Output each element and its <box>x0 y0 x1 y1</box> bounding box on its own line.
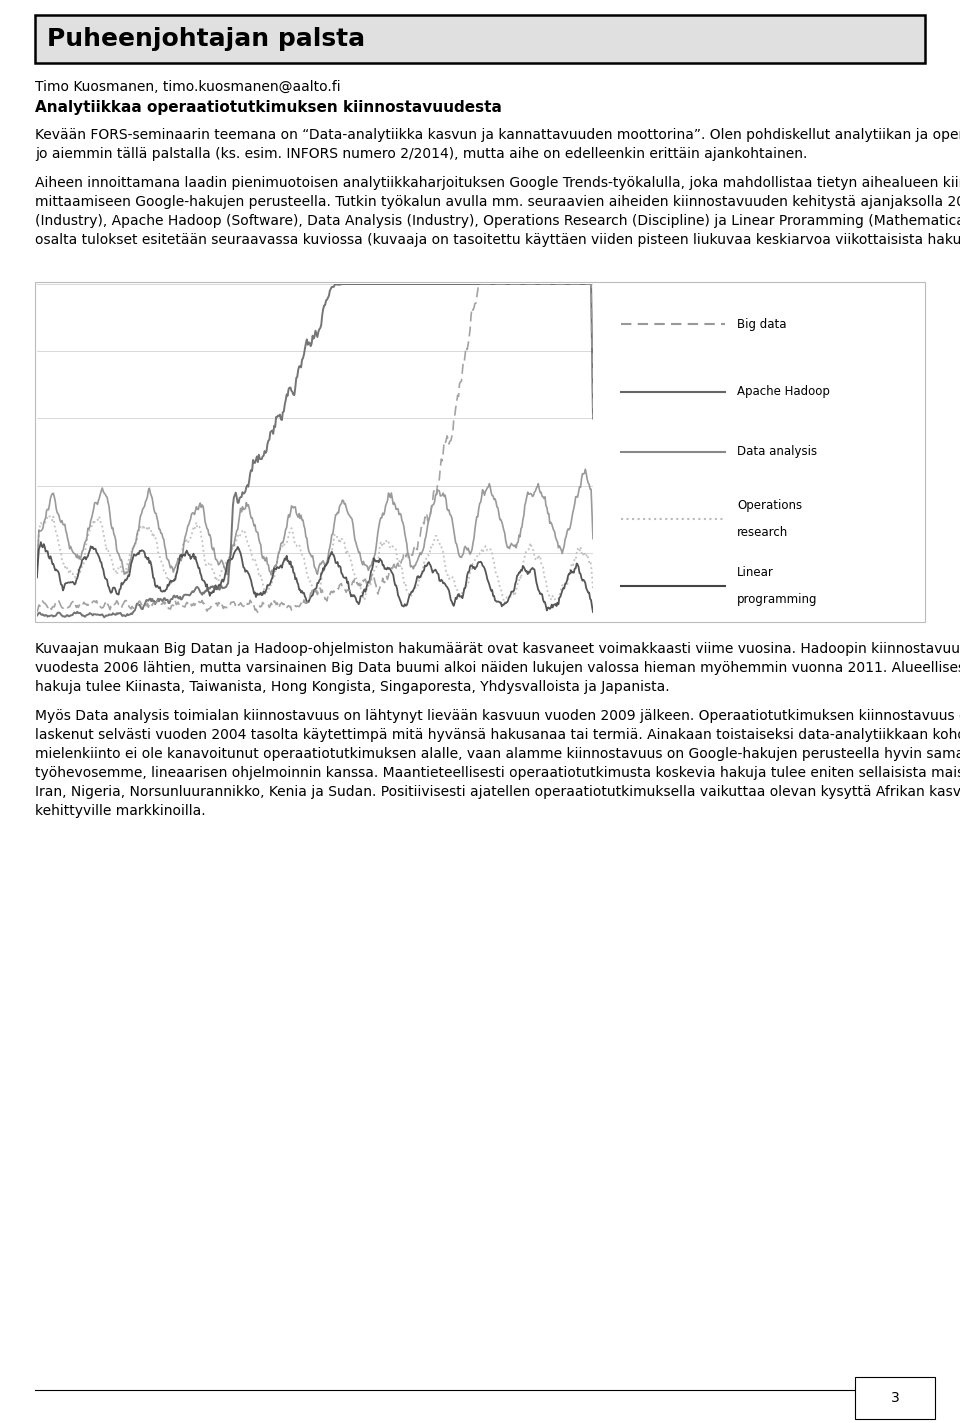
Text: Puheenjohtajan palsta: Puheenjohtajan palsta <box>47 27 365 51</box>
Text: (Industry), Apache Hadoop (Software), Data Analysis (Industry), Operations Resea: (Industry), Apache Hadoop (Software), Da… <box>35 213 960 228</box>
Text: programming: programming <box>737 593 818 606</box>
FancyBboxPatch shape <box>35 16 925 63</box>
Text: kehittyville markkinoilla.: kehittyville markkinoilla. <box>35 804 205 818</box>
Text: Kevään FORS-seminaarin teemana on “Data-analytiikka kasvun ja kannattavuuden moo: Kevään FORS-seminaarin teemana on “Data-… <box>35 128 960 142</box>
Text: Analytiikkaa operaatiotutkimuksen kiinnostavuudesta: Analytiikkaa operaatiotutkimuksen kiinno… <box>35 100 502 115</box>
FancyBboxPatch shape <box>855 1377 935 1419</box>
Text: osalta tulokset esitetään seuraavassa kuviossa (kuvaaja on tasoitettu käyttäen v: osalta tulokset esitetään seuraavassa ku… <box>35 233 960 248</box>
Text: työhevosemme, lineaarisen ohjelmoinnin kanssa. Maantieteellisesti operaatiotutki: työhevosemme, lineaarisen ohjelmoinnin k… <box>35 766 960 780</box>
Text: Big data: Big data <box>737 317 787 330</box>
Text: research: research <box>737 527 788 539</box>
Text: mittaamiseen Google-hakujen perusteella. Tutkin työkalun avulla mm. seuraavien a: mittaamiseen Google-hakujen perusteella.… <box>35 195 960 209</box>
Text: laskenut selvästi vuoden 2004 tasolta käytettimpä mitä hyvänsä hakusanaa tai ter: laskenut selvästi vuoden 2004 tasolta kä… <box>35 729 960 741</box>
Text: Linear: Linear <box>737 566 774 579</box>
Text: mielenkiinto ei ole kanavoitunut operaatiotutkimuksen alalle, vaan alamme kiinno: mielenkiinto ei ole kanavoitunut operaat… <box>35 747 960 761</box>
Text: 3: 3 <box>891 1392 900 1405</box>
Text: Myös Data analysis toimialan kiinnostavuus on lähtynyt lievään kasvuun vuoden 20: Myös Data analysis toimialan kiinnostavu… <box>35 709 960 723</box>
Text: Aiheen innoittamana laadin pienimuotoisen analytiikkaharjoituksen Google Trends-: Aiheen innoittamana laadin pienimuotoise… <box>35 176 960 191</box>
FancyBboxPatch shape <box>35 282 925 622</box>
Text: Data analysis: Data analysis <box>737 445 817 458</box>
Text: jo aiemmin tällä palstalla (ks. esim. INFORS numero 2/2014), mutta aihe on edell: jo aiemmin tällä palstalla (ks. esim. IN… <box>35 147 807 161</box>
Text: vuodesta 2006 lähtien, mutta varsinainen Big Data buumi alkoi näiden lukujen val: vuodesta 2006 lähtien, mutta varsinainen… <box>35 662 960 675</box>
Text: hakuja tulee Kiinasta, Taiwanista, Hong Kongista, Singaporesta, Yhdysvalloista j: hakuja tulee Kiinasta, Taiwanista, Hong … <box>35 680 670 694</box>
Text: Operations: Operations <box>737 499 803 512</box>
Text: Iran, Nigeria, Norsunluurannikko, Kenia ja Sudan. Positiivisesti ajatellen opera: Iran, Nigeria, Norsunluurannikko, Kenia … <box>35 785 960 798</box>
Text: Timo Kuosmanen, timo.kuosmanen@aalto.fi: Timo Kuosmanen, timo.kuosmanen@aalto.fi <box>35 80 341 94</box>
Text: Apache Hadoop: Apache Hadoop <box>737 386 830 398</box>
Text: Kuvaajan mukaan Big Datan ja Hadoop-ohjelmiston hakumäärät ovat kasvaneet voimak: Kuvaajan mukaan Big Datan ja Hadoop-ohje… <box>35 642 960 656</box>
